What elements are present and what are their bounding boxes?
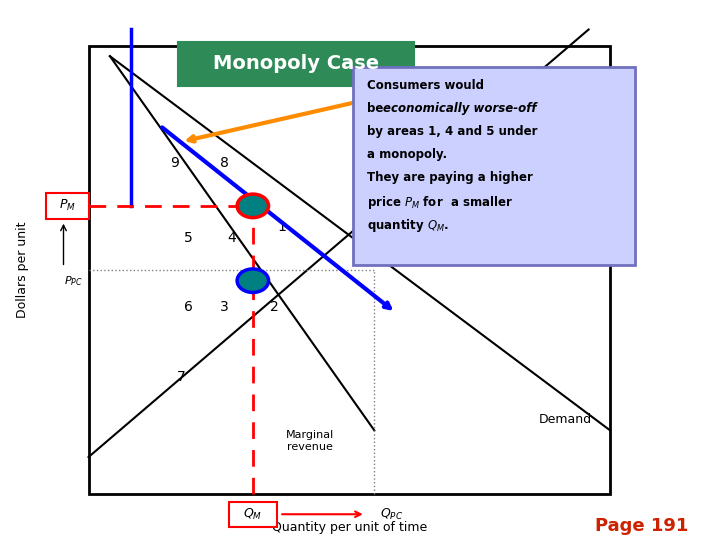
- Text: by areas 1, 4 and 5 under: by areas 1, 4 and 5 under: [367, 125, 538, 138]
- Text: $Q_{PC}$: $Q_{PC}$: [380, 507, 403, 522]
- FancyBboxPatch shape: [178, 42, 413, 86]
- Text: Page 191: Page 191: [595, 517, 688, 535]
- Text: Monopoly Case: Monopoly Case: [212, 54, 379, 73]
- Text: 4: 4: [227, 231, 235, 245]
- Text: Quantity per unit of time: Quantity per unit of time: [271, 521, 427, 534]
- Text: 9: 9: [170, 156, 179, 170]
- Text: $P_{PC}$: $P_{PC}$: [64, 274, 83, 288]
- Text: 7: 7: [177, 370, 186, 384]
- Text: economically worse-off: economically worse-off: [383, 102, 536, 115]
- Text: price $P_M$ for  a smaller: price $P_M$ for a smaller: [367, 194, 513, 211]
- FancyBboxPatch shape: [353, 67, 635, 265]
- Text: 8: 8: [220, 156, 229, 170]
- Circle shape: [237, 269, 269, 293]
- Circle shape: [237, 194, 269, 218]
- Text: Demand: Demand: [539, 413, 592, 426]
- Text: quantity $Q_M$.: quantity $Q_M$.: [367, 217, 449, 234]
- FancyBboxPatch shape: [45, 193, 89, 219]
- Text: Consumers would: Consumers would: [367, 79, 484, 92]
- Text: $P_M$: $P_M$: [58, 198, 76, 213]
- Text: a monopoly.: a monopoly.: [367, 148, 447, 161]
- FancyBboxPatch shape: [228, 502, 277, 526]
- Text: 5: 5: [184, 231, 193, 245]
- Text: 1: 1: [277, 220, 286, 234]
- Text: Dollars per unit: Dollars per unit: [17, 222, 30, 318]
- Text: 3: 3: [220, 300, 229, 314]
- Text: They are paying a higher: They are paying a higher: [367, 171, 533, 184]
- Text: 2: 2: [270, 300, 279, 314]
- Text: 6: 6: [184, 300, 193, 314]
- Text: be: be: [367, 102, 387, 115]
- Text: $Q_M$: $Q_M$: [243, 507, 262, 522]
- Text: Marginal
revenue: Marginal revenue: [286, 430, 334, 452]
- FancyBboxPatch shape: [89, 45, 610, 495]
